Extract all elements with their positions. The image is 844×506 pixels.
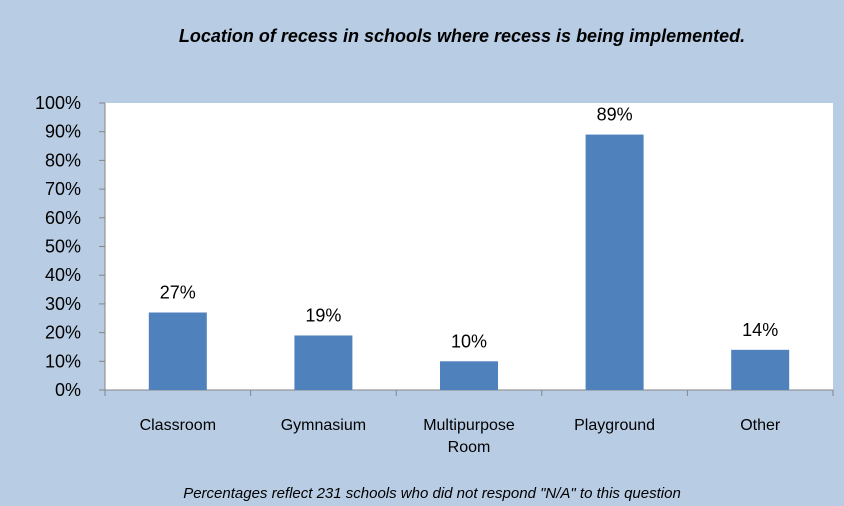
x-tick-label: Classroom: [140, 417, 216, 434]
y-tick-label: 30%: [45, 294, 81, 314]
y-tick-label: 50%: [45, 237, 81, 257]
bars: 27% 19% 10% 89% 14%: [148, 105, 790, 390]
y-tick-label: 0%: [55, 380, 81, 400]
y-tick-label: 90%: [45, 122, 81, 142]
y-tick-label: 10%: [45, 351, 81, 371]
y-tick-label: 80%: [45, 150, 81, 170]
chart-footnote: Percentages reflect 231 schools who did …: [183, 485, 681, 502]
y-tick-label: 100%: [35, 93, 81, 113]
data-label: 27%: [160, 283, 196, 303]
x-tick-label: Playground: [574, 417, 655, 434]
y-axis: 0% 10% 20% 30% 40% 50% 60% 70% 80% 90% 100%: [35, 93, 106, 400]
x-tick-label: Other: [740, 417, 781, 434]
x-tick-label: Room: [448, 439, 491, 456]
y-tick-label: 60%: [45, 208, 81, 228]
bar: [148, 312, 207, 390]
data-label: 14%: [742, 320, 778, 340]
y-tick-label: 40%: [45, 265, 81, 285]
bar: [731, 349, 790, 390]
data-label: 19%: [305, 305, 341, 325]
y-tick-label: 20%: [45, 323, 81, 343]
chart-title: Location of recess in schools where rece…: [178, 26, 746, 46]
plot-area: [105, 103, 833, 390]
x-axis: Classroom Gymnasium Multipurpose Room Playgr…: [104, 389, 834, 456]
bar: [585, 134, 644, 390]
y-tick-label: 70%: [45, 179, 81, 199]
data-label: 89%: [597, 105, 633, 125]
data-label: 10%: [451, 331, 487, 351]
x-tick-label: Gymnasium: [281, 417, 366, 434]
x-tick-label: Multipurpose: [423, 417, 515, 434]
bar: [294, 335, 353, 390]
bar: [440, 361, 498, 390]
